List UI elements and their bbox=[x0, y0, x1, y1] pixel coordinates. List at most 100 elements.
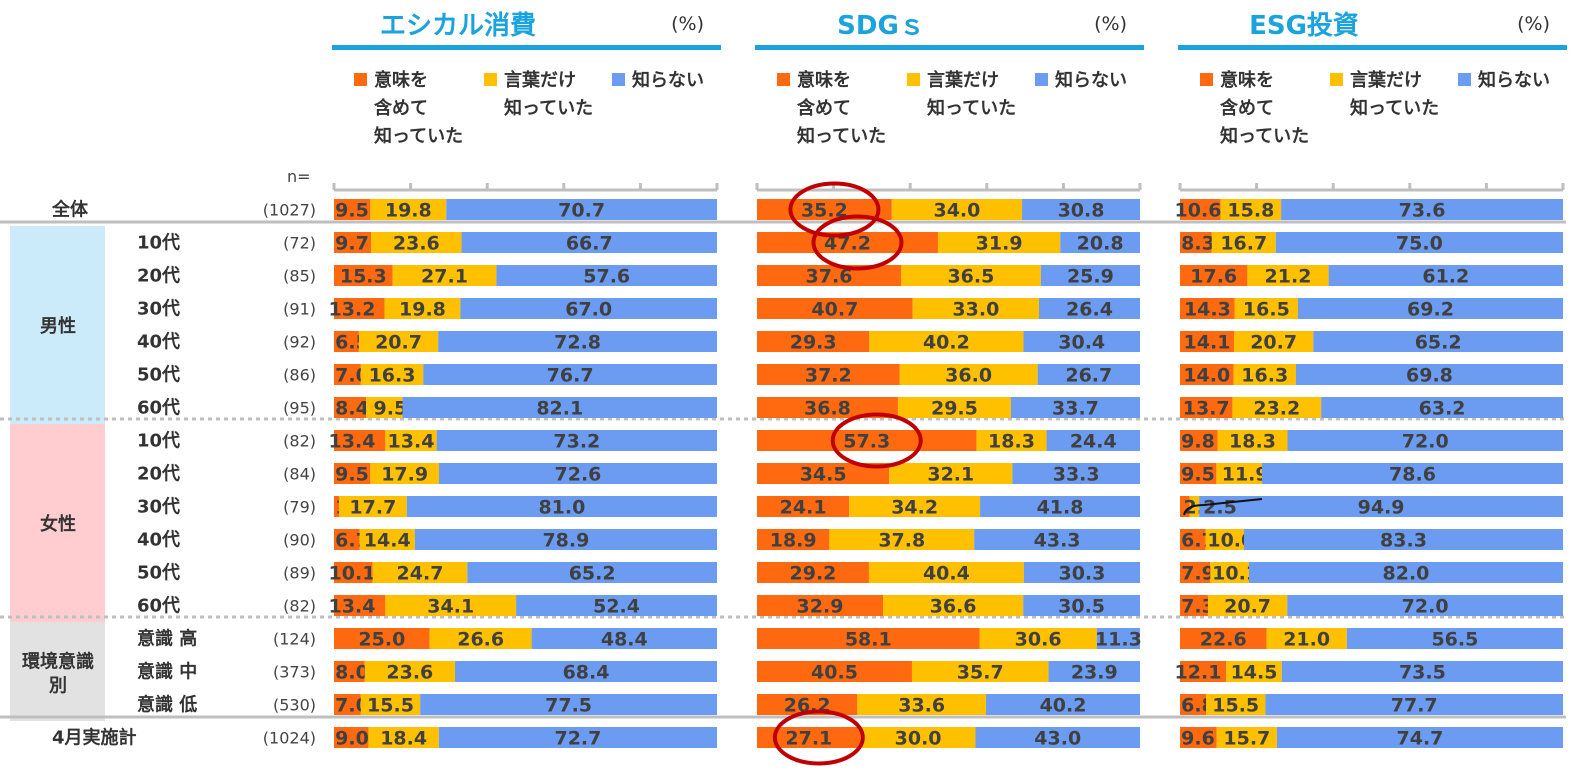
row-n-label: (90) bbox=[283, 531, 316, 550]
bar-value-label: 33.6 bbox=[898, 695, 945, 717]
bar-value-label: 14.4 bbox=[364, 530, 411, 552]
row-label: 60代 bbox=[137, 398, 180, 419]
bar-segment bbox=[1199, 496, 1563, 517]
legend-swatch bbox=[907, 73, 920, 86]
bar-segment bbox=[467, 562, 717, 583]
row-label: 全体 bbox=[51, 199, 89, 221]
bar-segment bbox=[1180, 265, 1248, 286]
bar-segment bbox=[1180, 529, 1206, 550]
bar-value-label: 72.0 bbox=[1402, 431, 1449, 453]
bar-segment bbox=[1205, 529, 1244, 550]
bar-value-label: 65.2 bbox=[1415, 332, 1462, 354]
bar-value-label: 57.3 bbox=[843, 431, 890, 453]
panel-title-underline bbox=[1178, 45, 1567, 50]
bar-value-label: 13.7 bbox=[1183, 398, 1230, 420]
bar-segment bbox=[757, 628, 980, 649]
bar-segment bbox=[384, 298, 461, 319]
row-n-label: (82) bbox=[283, 432, 316, 451]
bar-segment bbox=[1180, 595, 1208, 616]
bar-segment bbox=[1180, 232, 1212, 253]
bar-segment bbox=[368, 727, 439, 748]
bar-value-label: 34.0 bbox=[933, 200, 980, 222]
bar-segment bbox=[1226, 661, 1282, 682]
bar-value-label: 19.8 bbox=[385, 200, 432, 222]
bar-segment bbox=[338, 496, 407, 517]
bar-value-label: 40.2 bbox=[923, 332, 970, 354]
bar-segment bbox=[1220, 199, 1282, 220]
bar-value-label: 18.9 bbox=[770, 530, 817, 552]
legend-swatch bbox=[612, 73, 625, 86]
bar-segment bbox=[372, 562, 468, 583]
row-n-label: (84) bbox=[283, 465, 316, 484]
bar-value-label: 16.3 bbox=[369, 365, 416, 387]
bar-segment bbox=[1210, 562, 1249, 583]
bar-segment bbox=[1276, 727, 1563, 748]
struck-value-label: 2.5 bbox=[1203, 497, 1237, 519]
bar-value-label: 8.3 bbox=[1181, 233, 1215, 255]
bar-segment bbox=[1096, 628, 1140, 649]
bar-value-label: 69.8 bbox=[1406, 365, 1453, 387]
row-n-label: (1027) bbox=[263, 201, 316, 220]
bar-value-label: 32.1 bbox=[927, 464, 974, 486]
bar-segment bbox=[334, 364, 361, 385]
bar-value-label: 10.6 bbox=[1175, 200, 1222, 222]
bar-segment bbox=[1180, 628, 1267, 649]
bar-value-label: 9.5 bbox=[335, 200, 369, 222]
bar-value-label: 30.0 bbox=[895, 728, 942, 750]
bar-value-label: 21.2 bbox=[1265, 266, 1312, 288]
bar-segment bbox=[883, 595, 1024, 616]
bar-segment bbox=[1180, 496, 1190, 517]
bar-segment bbox=[757, 529, 830, 550]
bar-segment bbox=[1248, 562, 1563, 583]
bar-segment bbox=[1060, 232, 1140, 253]
row-label: 4月実施計 bbox=[52, 727, 137, 749]
bar-segment bbox=[516, 595, 717, 616]
group-label: 環境意識 bbox=[22, 651, 94, 673]
bar-segment bbox=[912, 298, 1039, 319]
legend-label: 意味を bbox=[374, 69, 428, 91]
bar-value-label: 17.9 bbox=[381, 464, 428, 486]
bar-value-label: 23.2 bbox=[1253, 398, 1300, 420]
bar-segment bbox=[975, 727, 1140, 748]
bar-segment bbox=[1313, 331, 1563, 352]
bar-segment bbox=[1180, 331, 1235, 352]
bar-value-label: 10.1 bbox=[1212, 563, 1259, 585]
legend-swatch bbox=[1035, 73, 1048, 86]
bar-value-label: 63.2 bbox=[1419, 398, 1466, 420]
bar-segment bbox=[976, 430, 1047, 451]
bar-value-label: 43.0 bbox=[1034, 728, 1081, 750]
highlight-circle bbox=[772, 709, 865, 766]
bar-value-label: 18.4 bbox=[380, 728, 427, 750]
bar-value-label: 13.4 bbox=[388, 431, 435, 453]
bar-segment bbox=[359, 529, 415, 550]
bar-segment bbox=[1295, 364, 1563, 385]
bar-segment bbox=[937, 232, 1061, 253]
bar-segment bbox=[334, 265, 393, 286]
strike-mark bbox=[1183, 498, 1263, 516]
bar-segment bbox=[757, 232, 938, 253]
row-n-label: (72) bbox=[283, 234, 316, 253]
bar-value-label: 81.0 bbox=[538, 497, 585, 519]
row-n-label: (82) bbox=[283, 597, 316, 616]
bar-value-label: 29.3 bbox=[790, 332, 837, 354]
bar-value-label: 13.2 bbox=[329, 299, 376, 321]
bar-value-label: 74.7 bbox=[1397, 728, 1444, 750]
bar-value-label: 13.4 bbox=[329, 596, 376, 618]
bar-segment bbox=[334, 232, 372, 253]
bar-segment bbox=[446, 199, 717, 220]
panel-title-underline bbox=[755, 45, 1144, 50]
bar-segment bbox=[1180, 364, 1234, 385]
row-label: 10代 bbox=[137, 233, 180, 254]
bar-value-label: 17.7 bbox=[349, 497, 396, 519]
bar-value-label: 15.3 bbox=[340, 266, 387, 288]
bar-value-label: 33.0 bbox=[952, 299, 999, 321]
bar-segment bbox=[334, 694, 361, 715]
unit-label: (%) bbox=[671, 13, 704, 35]
bar-value-label: 67.0 bbox=[565, 299, 612, 321]
bar-segment bbox=[1037, 364, 1140, 385]
bar-segment bbox=[869, 331, 1024, 352]
legend-label: 知っていた bbox=[927, 97, 1016, 119]
legend-swatch bbox=[1200, 73, 1213, 86]
bar-segment bbox=[1233, 364, 1296, 385]
bar-value-label: 7.3 bbox=[1181, 596, 1215, 618]
